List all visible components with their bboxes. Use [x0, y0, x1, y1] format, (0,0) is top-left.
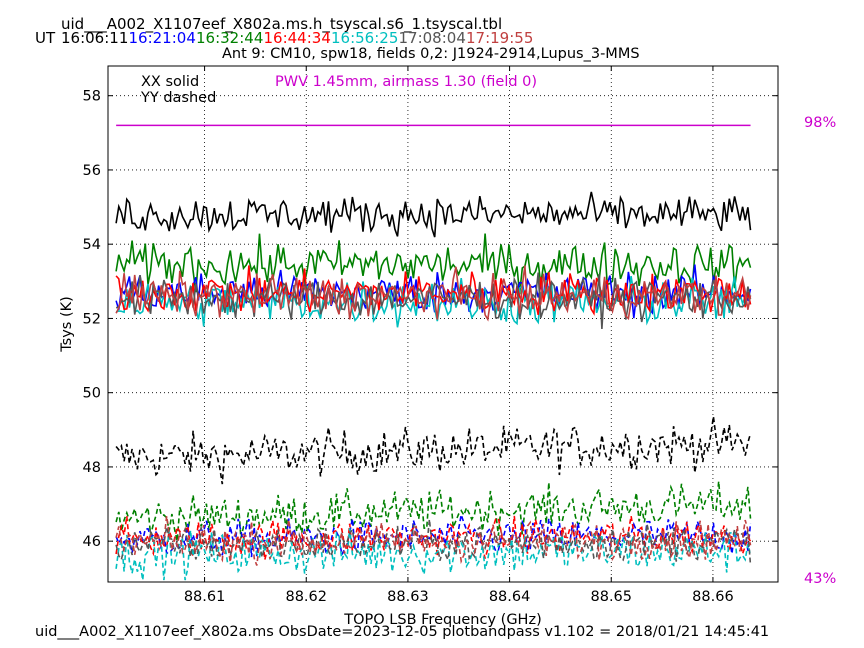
time-label-6: 17:19:55	[466, 29, 533, 47]
pwv-annotation: PWV 1.45mm, airmass 1.30 (field 0)	[275, 74, 537, 90]
series-line-xx-8	[115, 233, 752, 295]
y-tick-label: 58	[83, 89, 101, 105]
plot-frame	[107, 65, 779, 583]
series-line-yy-0	[115, 416, 752, 485]
x-tick-label: 88.64	[489, 589, 531, 605]
y-tick-label: 48	[83, 460, 101, 476]
y-tick-label: 50	[83, 386, 101, 402]
y-tick-label: 56	[83, 163, 101, 179]
x-tick-label: 88.61	[184, 589, 226, 605]
legend-xx: XX solid	[141, 74, 199, 90]
transmission-bottom-label: 43%	[804, 571, 836, 587]
series-line-yy-4	[115, 528, 752, 581]
series-line-yy-3	[115, 515, 752, 560]
y-tick-label: 54	[83, 237, 101, 253]
series-line-yy-6	[115, 515, 752, 566]
x-tick-label: 88.65	[591, 589, 633, 605]
time-label-0: 16:06:11	[61, 29, 128, 47]
x-tick-label: 88.63	[387, 589, 429, 605]
x-axis-ticks: 88.61 88.62 88.63 88.64 88.65 88.66	[184, 66, 734, 605]
series-line-yy-5	[115, 519, 752, 566]
y-axis-ticks: 46 48 50 52 54 56 58	[83, 89, 778, 550]
chart-title: uid___A002_X1107eef_X802a.ms.h_tsyscal.s…	[61, 15, 502, 34]
y-tick-label: 46	[83, 534, 101, 550]
footer-text: uid___A002_X1107eef_X802a.ms ObsDate=202…	[35, 624, 769, 640]
time-label-1: 16:21:04	[129, 29, 196, 47]
time-labels: 16:06:11 16:21:04 16:32:44 16:44:34 16:56:25…	[61, 29, 533, 47]
time-label-5: 17:08:04	[399, 29, 466, 47]
y-axis-label: Tsys (K)	[59, 296, 75, 353]
plot-lines	[115, 191, 752, 581]
grid	[108, 66, 778, 582]
x-tick-label: 88.62	[285, 589, 327, 605]
chart-subtitle: Ant 9: CM10, spw18, fields 0,2: J1924-29…	[222, 46, 640, 62]
series-line-yy-2	[115, 514, 752, 558]
transmission-top-label: 98%	[804, 115, 836, 131]
time-label-3: 16:44:34	[264, 29, 331, 47]
y-tick-label: 52	[83, 311, 101, 327]
legend-yy: YY dashed	[140, 90, 216, 106]
time-label-2: 16:32:44	[196, 29, 263, 47]
series-line-xx-7	[115, 191, 752, 238]
series-line-xx-11	[115, 265, 752, 316]
series-line-yy-1	[115, 481, 752, 542]
series-line-xx-13	[115, 265, 752, 322]
x-tick-label: 88.66	[692, 589, 734, 605]
time-prefix: UT	[35, 29, 56, 47]
time-label-4: 16:56:25	[331, 29, 398, 47]
x-axis-label: TOPO LSB Frequency (GHz)	[343, 612, 541, 628]
